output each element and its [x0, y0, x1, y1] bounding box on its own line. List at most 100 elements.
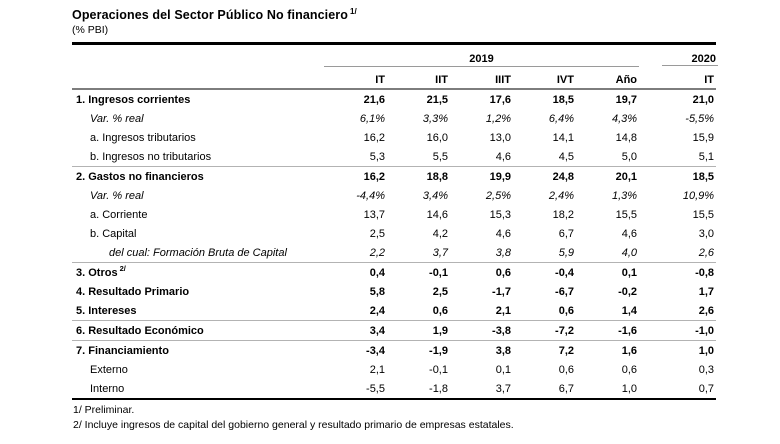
cell-value: 0,6 — [387, 301, 450, 321]
cell-value: 0,3 — [698, 363, 715, 376]
table-row: a. Corriente 13,7 14,6 15,3 18,2 15,5 15,5 — [72, 205, 716, 224]
cell-value: 2,5 — [432, 285, 448, 298]
cell-value: 15,3 — [489, 208, 511, 221]
cell-value: 15,5 — [615, 208, 638, 221]
cell-value: 2,5 — [369, 227, 385, 240]
cell-value: 3,3% — [422, 112, 448, 125]
cell-value: -0,1 — [429, 266, 448, 279]
year-header-spacer — [72, 44, 324, 67]
cell-value: 2,1 — [369, 363, 385, 376]
cell-value: 19,9 — [489, 170, 511, 183]
cell-value: 5,0 — [576, 147, 640, 167]
cell-value: 0,6 — [621, 363, 638, 376]
cell-value: 13,7 — [363, 208, 385, 221]
cell-value: 2,4% — [548, 189, 574, 202]
footnotes: 1/ Preliminar. 2/ Incluye ingresos de ca… — [72, 403, 724, 432]
cell-value: -3,8 — [450, 320, 513, 341]
table-row: 3. Otros 2/0,4 -0,1 0,6 -0,4 0,1 -0,8 — [72, 263, 716, 283]
cell-value: 0,4 — [369, 266, 385, 279]
cell-value: 6,7 — [558, 227, 574, 240]
cell-value: 5,5 — [387, 147, 450, 167]
cell-value: 3,8 — [495, 344, 511, 357]
cell-value: 1,9 — [387, 320, 450, 341]
row-label: Interno — [90, 382, 125, 395]
cell-value: 4,3% — [611, 112, 638, 125]
year-2020-label: 2020 — [662, 53, 719, 66]
cell-value: -1,7 — [492, 285, 511, 298]
table-row: b. Ingresos no tributarios 5,3 5,5 4,6 4,5 5,… — [72, 147, 717, 167]
cell-value: 1,4 — [576, 301, 640, 321]
cell-value: 5,8 — [369, 285, 385, 298]
cell-value: 3,4 — [324, 320, 387, 341]
cell-value: 4,6 — [621, 227, 638, 240]
footnote-1: 1/ Preliminar. — [73, 404, 135, 416]
row-label: Var. % real — [90, 189, 144, 202]
cell-value: 16,0 — [426, 131, 448, 144]
cell-value: 3,7 — [495, 382, 511, 395]
cell-value: 0,7 — [698, 382, 715, 395]
column-header-1: IT — [324, 66, 387, 90]
row-label: 2. Gastos no financieros — [76, 170, 204, 183]
table-title-text: Operaciones del Sector Público No financ… — [72, 8, 348, 22]
cell-value: 5,3 — [324, 147, 387, 167]
column-header-3: IIIT — [450, 66, 513, 90]
row-label: del cual: Formación Bruta de Capital — [72, 243, 324, 263]
cell-value: 2,1 — [450, 301, 513, 321]
cell-value: 1,7 — [698, 285, 715, 298]
footnote-2: 2/ Incluye ingresos de capital del gobie… — [73, 418, 514, 431]
column-header-2: IIT — [387, 66, 450, 90]
cell-value: 1,3% — [611, 189, 638, 202]
row-label: b. Ingresos no tributarios — [72, 147, 324, 167]
column-header-4: IVT — [513, 66, 576, 90]
cell-value: 16,2 — [363, 131, 385, 144]
cell-value: 4,2 — [432, 227, 448, 240]
cell-value: 0,6 — [513, 301, 576, 321]
row-label: 6. Resultado Económico — [72, 320, 324, 341]
cell-value: 0,1 — [621, 266, 638, 279]
table-row: del cual: Formación Bruta de Capital 2,2 3… — [72, 243, 717, 263]
cell-value: -0,2 — [618, 285, 638, 298]
table-row: 4. Resultado Primario 5,8 2,5 -1,7 -6,7 -0,2 1… — [72, 282, 716, 301]
title-block: Operaciones del Sector Público No financ… — [72, 6, 724, 37]
cell-value: 14,6 — [426, 208, 448, 221]
row-label: 1. Ingresos corrientes — [76, 93, 191, 106]
cell-value: 1,6 — [621, 344, 638, 357]
cell-value: 4,0 — [576, 243, 640, 263]
table-row: a. Ingresos tributarios 16,2 16,0 13,0 14,1 1… — [72, 128, 716, 147]
cell-value: 6,7 — [558, 382, 574, 395]
cell-value: -1,8 — [429, 382, 448, 395]
cell-value: 4,5 — [513, 147, 576, 167]
cell-value: 0,6 — [558, 363, 574, 376]
table-row: Var. % real -4,4% 3,4% 2,5% 2,4% 1,3% 10,9% — [72, 186, 716, 205]
row-label: Var. % real — [90, 112, 144, 125]
cell-value: 1,0 — [698, 344, 715, 357]
cell-value: 2,6 — [639, 243, 717, 263]
row-label: 3. Otros 2/ — [76, 263, 126, 279]
cell-value: -4,4% — [356, 189, 385, 202]
table-row: 7. Financiamiento -3,4 -1,9 3,8 7,2 1,6 1,0 — [72, 341, 716, 361]
table-row: Var. % real 6,1% 3,3% 1,2% 6,4% 4,3% -5,5% — [72, 109, 716, 128]
cell-value: 5,1 — [639, 147, 717, 167]
data-table: 2019 2020 IT IIT IIIT IVT Año IT 1. Ingresos … — [72, 42, 719, 400]
cell-value: 3,0 — [698, 227, 715, 240]
cell-value: 24,8 — [552, 170, 574, 183]
cell-value: 3,7 — [387, 243, 450, 263]
cell-value: 0,1 — [495, 363, 511, 376]
title-footnote-marker: 1/ — [350, 6, 357, 16]
table-subtitle: (% PBI) — [72, 24, 109, 36]
cell-value: -5,5 — [366, 382, 385, 395]
row-label: a. Corriente — [90, 208, 148, 221]
year-2020-header: 2020 — [639, 44, 719, 67]
cell-value: 18,8 — [426, 170, 448, 183]
cell-value: -0,4 — [555, 266, 574, 279]
cell-value: 18,5 — [692, 170, 715, 183]
cell-value: 18,2 — [552, 208, 574, 221]
cell-value: 20,1 — [615, 170, 638, 183]
table-row: Interno -5,5 -1,8 3,7 6,7 1,0 0,7 — [72, 379, 716, 399]
table-title: Operaciones del Sector Público No financ… — [72, 6, 724, 23]
cell-value: -0,1 — [429, 363, 448, 376]
cell-value: 2,4 — [324, 301, 387, 321]
year-2019-header: 2019 — [324, 43, 640, 67]
table-row: 2. Gastos no financieros 16,2 18,8 19,9 24,8… — [72, 167, 716, 187]
cell-value: -5,5% — [685, 112, 715, 125]
